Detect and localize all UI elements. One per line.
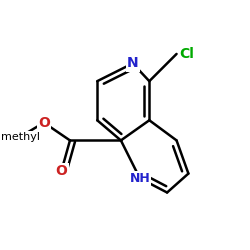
Text: NH: NH <box>130 172 150 185</box>
Text: methyl: methyl <box>1 132 40 142</box>
Text: O: O <box>56 164 68 178</box>
Text: N: N <box>127 56 138 70</box>
Text: O: O <box>38 116 50 130</box>
Text: Cl: Cl <box>179 47 194 61</box>
